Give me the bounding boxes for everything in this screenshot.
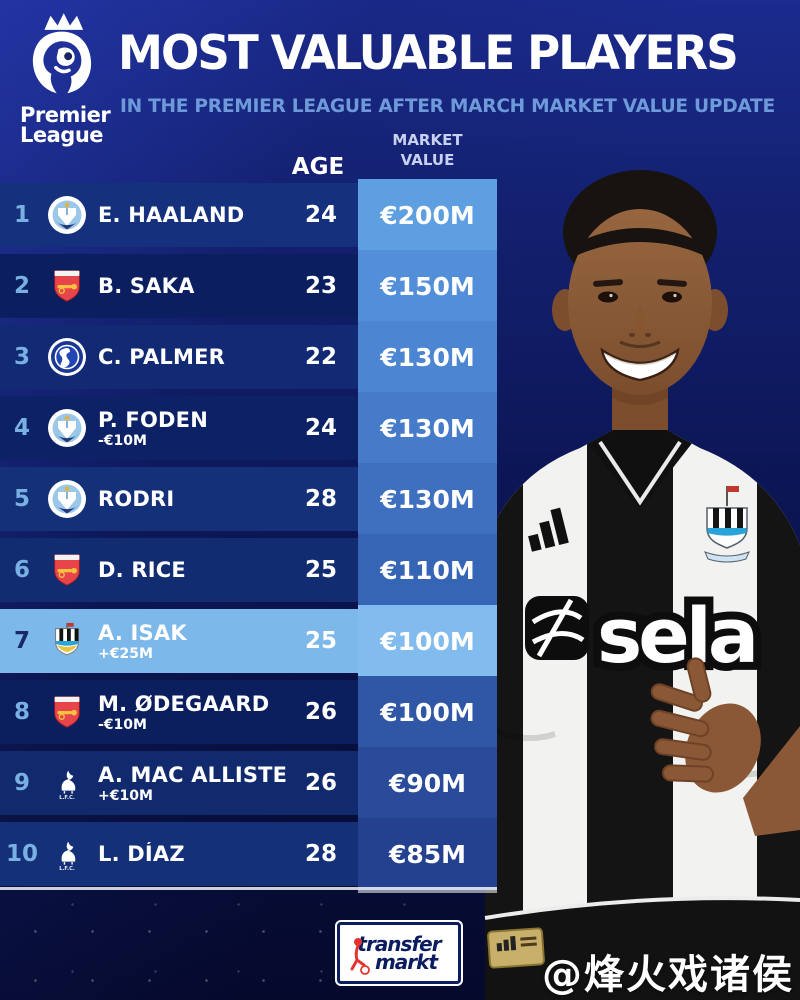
club-badge-arsenal-icon [44, 692, 90, 732]
table-row: 10 L.F.C. L. DÍAZ 28 €85M [0, 818, 497, 890]
ranking-table: 1 E. HAALAND 24 €200M 2 B. SAKA 23 €150M [0, 179, 497, 890]
player-name: P. FODEN [98, 407, 208, 432]
newcastle-crest [704, 486, 750, 563]
age-value: 24 [304, 415, 337, 441]
table-row: 9 L.F.C. A. MAC ALLISTER +€10M 26 €90M [0, 747, 497, 819]
player-photo-alexander-isak: sela [455, 130, 800, 1000]
sela-sponsor-logo: sela [525, 583, 767, 688]
age-value: 24 [304, 202, 337, 228]
table-bottom-divider [0, 887, 497, 890]
age-value: 26 [304, 699, 337, 725]
adidas-logo [528, 507, 569, 552]
value-change: -€10M [98, 716, 147, 733]
age-value: 28 [304, 841, 337, 867]
table-row: 6 D. RICE 25 €110M [0, 534, 497, 606]
svg-text:sela: sela [597, 591, 755, 680]
market-value: €100M [358, 605, 497, 677]
value-change: -€10M [98, 432, 147, 449]
premier-league-lion-icon [32, 13, 92, 94]
transfermarkt-word-transfer: transfer [357, 931, 441, 956]
rank: 8 [13, 699, 30, 725]
player-name: C. PALMER [98, 345, 226, 369]
page-title: MOST VALUABLE PLAYERS [118, 26, 739, 81]
market-value: €85M [358, 818, 497, 890]
player-name: B. SAKA [98, 274, 195, 298]
rank: 4 [13, 415, 30, 441]
market-value: €150M [358, 250, 497, 322]
svg-text:L.F.C.: L.F.C. [59, 866, 75, 872]
pl-word-league: League [20, 122, 104, 147]
market-value-header-line1: MARKET [392, 131, 463, 149]
player-name: M. ØDEGAARD [98, 691, 270, 716]
market-value-header-line2: VALUE [400, 150, 455, 169]
player-name: A. ISAK [98, 620, 187, 645]
market-value: €100M [358, 676, 497, 748]
pl-word-premier: Premier [20, 103, 111, 127]
table-row: 1 E. HAALAND 24 €200M [0, 179, 497, 251]
table-row: 8 M. ØDEGAARD -€10M 26 €100M [0, 676, 497, 748]
age-value: 23 [304, 273, 337, 299]
club-badge-man-city-icon [44, 195, 90, 235]
market-value: €130M [358, 463, 497, 535]
market-value: €130M [358, 392, 497, 464]
rank: 6 [13, 557, 30, 583]
club-badge-arsenal-icon [44, 266, 90, 306]
column-header-market-value: MARKET VALUE [358, 131, 497, 170]
player-name: A. MAC ALLISTER [98, 762, 288, 787]
rank: 1 [13, 202, 30, 228]
player-name: D. RICE [98, 558, 186, 582]
club-badge-liverpool-icon: L.F.C. [44, 763, 90, 803]
rank: 10 [5, 841, 38, 867]
market-value: €90M [358, 747, 497, 819]
age-value: 25 [304, 557, 337, 583]
table-row-highlighted: 7 A. ISAK +€25M 25 €100M [0, 605, 497, 677]
transfermarkt-word-markt: markt [374, 950, 438, 974]
rank: 2 [13, 273, 30, 299]
club-badge-liverpool-icon: L.F.C. [44, 834, 90, 874]
player-name: E. HAALAND [98, 203, 245, 227]
club-badge-newcastle-icon [44, 621, 90, 661]
table-row: 5 RODRI 28 €130M [0, 463, 497, 535]
market-value: €110M [358, 534, 497, 606]
market-value: €200M [358, 179, 497, 251]
club-badge-man-city-icon [44, 408, 90, 448]
table-row: 3 C. PALMER 22 €130M [0, 321, 497, 393]
age-value: 25 [304, 628, 337, 654]
page-subtitle: IN THE PREMIER LEAGUE AFTER MARCH MARKET… [120, 95, 775, 117]
table-row: 4 P. FODEN -€10M 24 €130M [0, 392, 497, 464]
rank: 7 [13, 628, 30, 654]
rank: 5 [13, 486, 30, 512]
market-value: €130M [358, 321, 497, 393]
club-badge-chelsea-icon [44, 337, 90, 377]
rank: 3 [13, 344, 30, 370]
age-value: 28 [304, 486, 337, 512]
club-badge-man-city-icon [44, 479, 90, 519]
value-change: +€25M [98, 645, 153, 662]
club-badge-arsenal-icon [44, 550, 90, 590]
adidas-gold-tag [487, 927, 545, 969]
premier-league-logo: Premier League [12, 12, 112, 146]
table-row: 2 B. SAKA 23 €150M [0, 250, 497, 322]
player-name: RODRI [98, 487, 175, 511]
watermark-text: @烽火戏诸侯 [542, 952, 794, 998]
player-name: L. DÍAZ [98, 842, 185, 866]
transfermarkt-logo: transfer markt [337, 922, 461, 984]
transfermarkt-kicker-icon [350, 938, 370, 975]
rank: 9 [13, 770, 30, 796]
age-value: 26 [304, 770, 337, 796]
premier-league-wordmark: Premier League [12, 103, 112, 147]
age-value: 22 [304, 344, 337, 370]
value-change: +€10M [98, 787, 153, 804]
transfermarkt-wordmark: transfer markt [357, 931, 441, 974]
column-header-age: AGE [291, 154, 345, 180]
svg-text:L.F.C.: L.F.C. [59, 795, 75, 801]
